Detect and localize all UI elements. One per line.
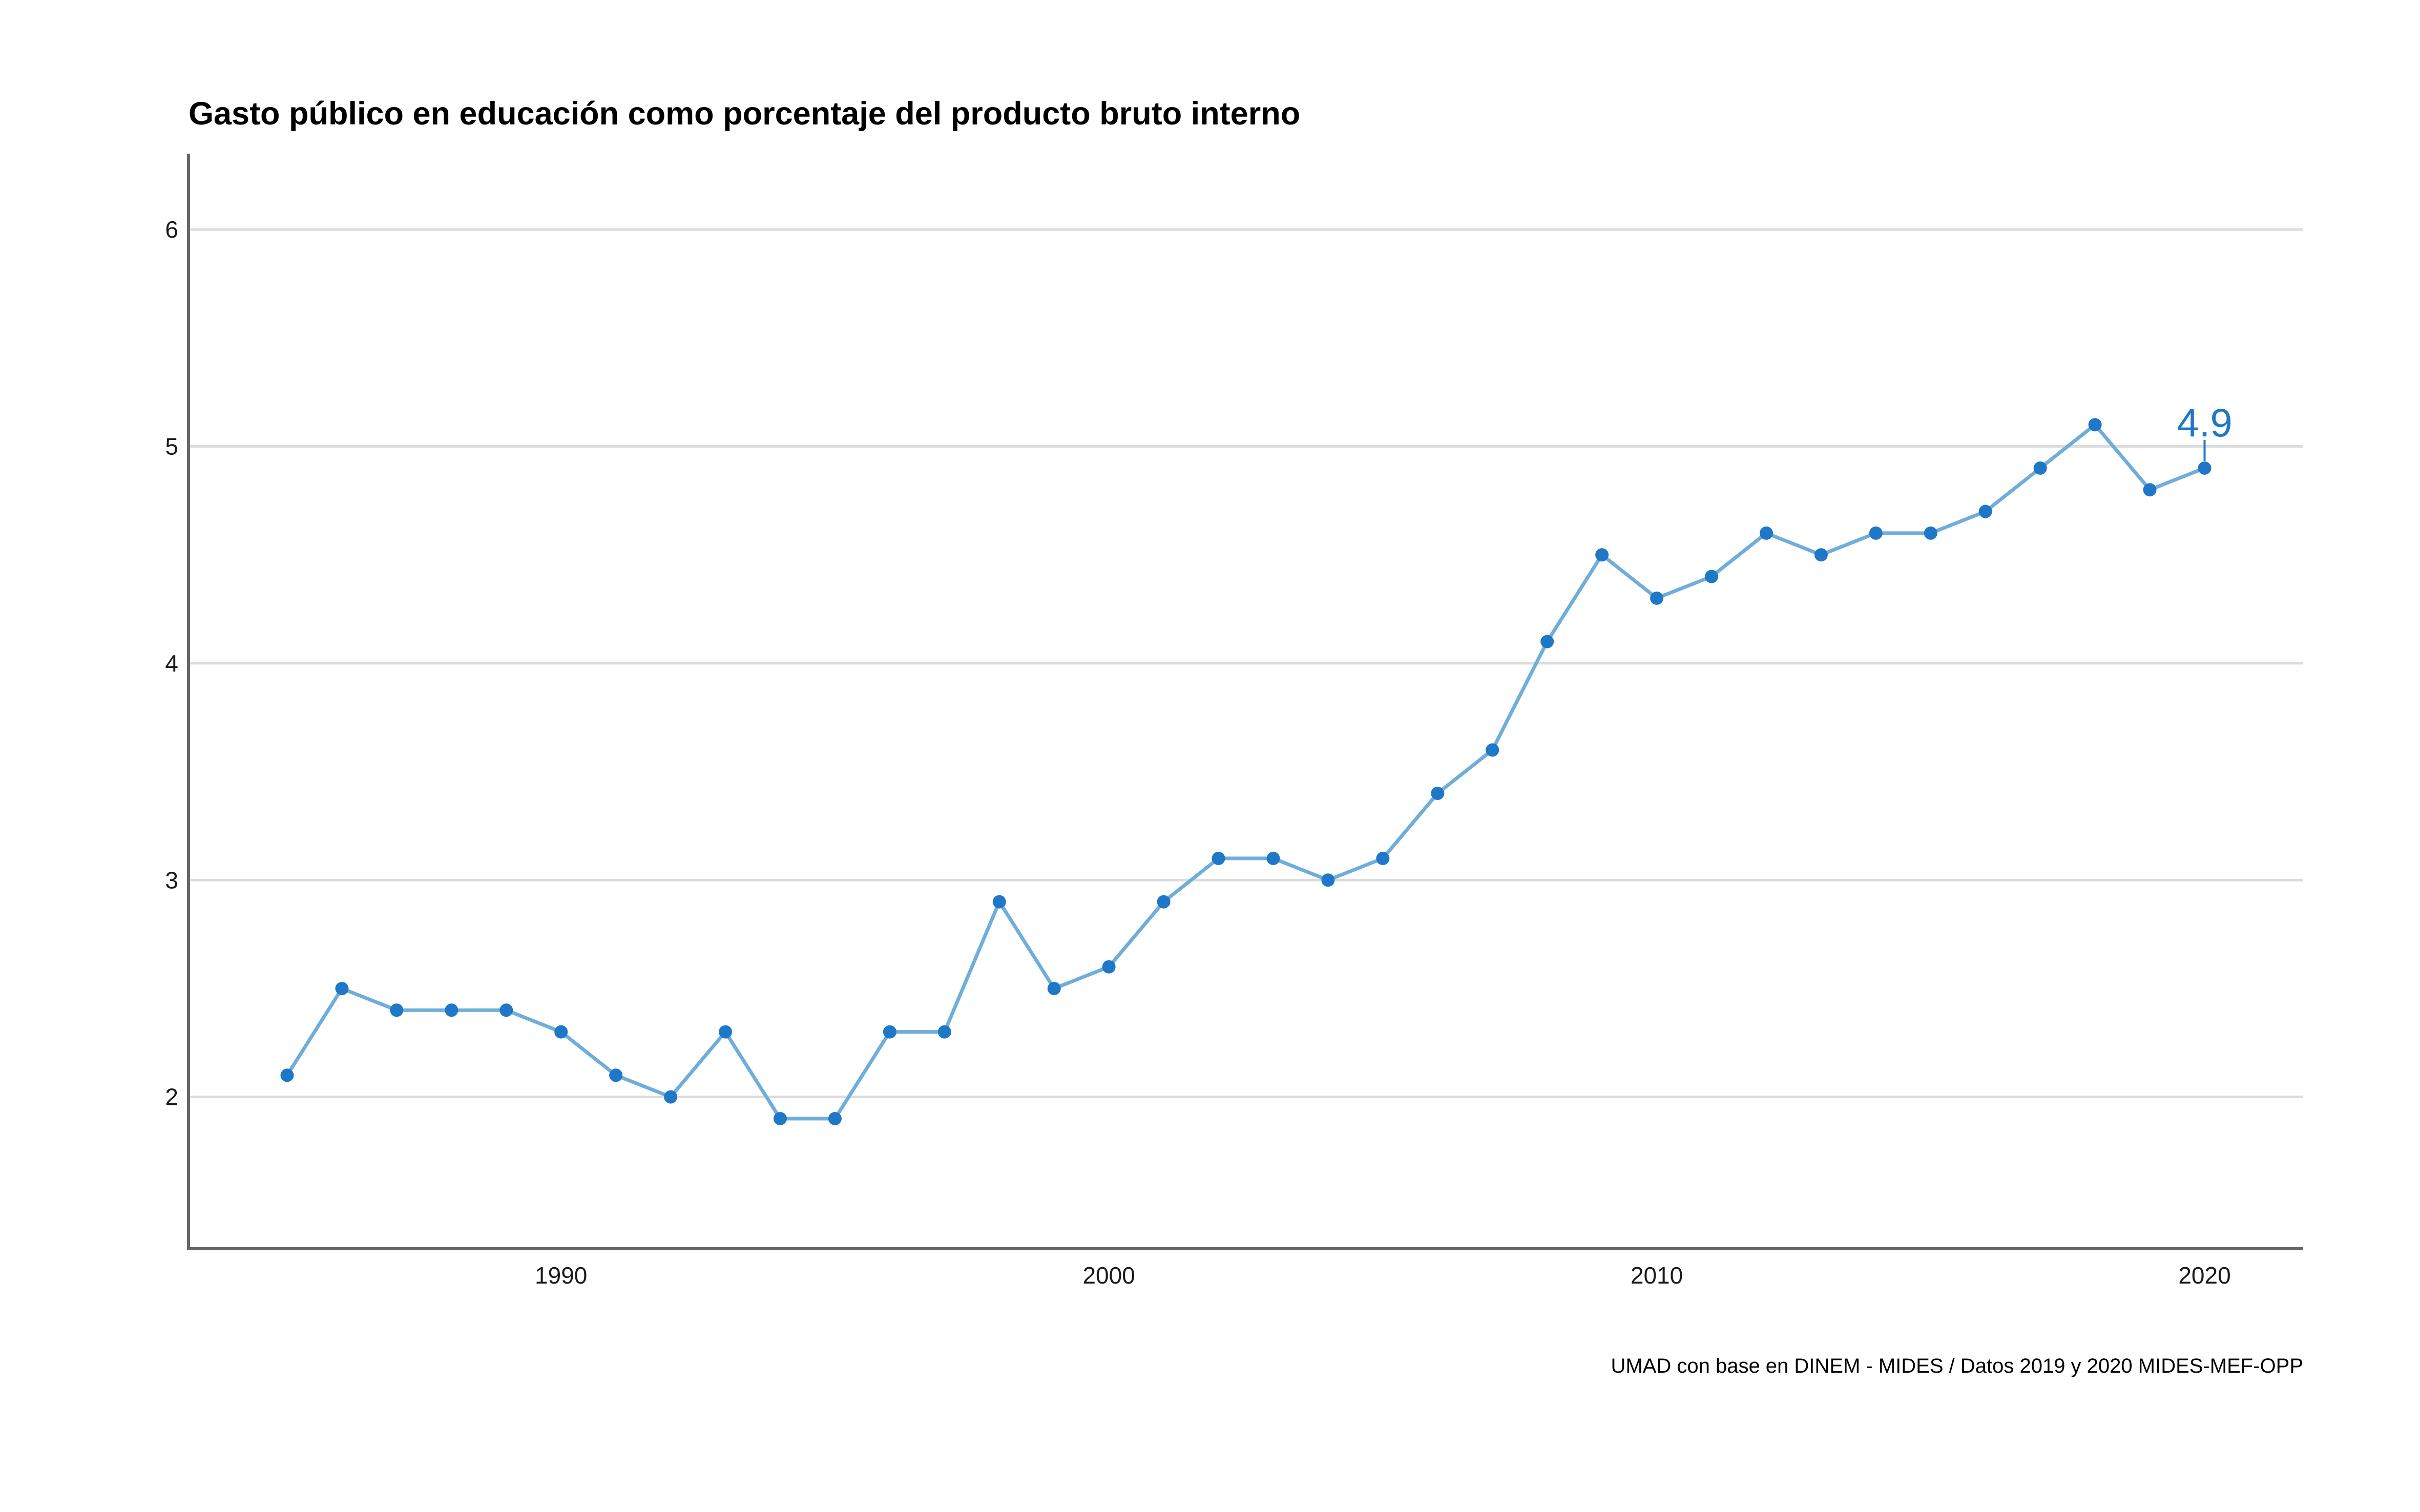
data-point [1486, 743, 1499, 757]
chart-title: Gasto público en educación como porcenta… [189, 96, 1300, 132]
data-point [280, 1068, 294, 1082]
data-point [1431, 786, 1445, 800]
x-tick-label: 2020 [2178, 1262, 2230, 1289]
x-tick-label: 2010 [1631, 1262, 1683, 1289]
series-line [285, 423, 2206, 1121]
data-point [1650, 591, 1664, 605]
chart-caption: UMAD con base en DINEM - MIDES / Datos 2… [1611, 1355, 2303, 1377]
data-point [1705, 570, 1719, 583]
data-point [1869, 526, 1883, 540]
data-point [719, 1025, 733, 1039]
data-point [1595, 548, 1609, 562]
data-point [883, 1025, 896, 1039]
annotation-layer: 4.9 [2177, 400, 2233, 461]
data-point [1924, 526, 1937, 540]
y-tick-label: 4 [165, 650, 178, 677]
series-layer [280, 418, 2212, 1125]
data-point [335, 981, 349, 995]
data-point [1047, 981, 1061, 995]
data-point [937, 1025, 951, 1039]
y-tick-label: 2 [165, 1084, 178, 1110]
data-point [992, 895, 1006, 909]
x-tick-label: 1990 [535, 1262, 587, 1289]
data-point [2198, 461, 2212, 475]
data-point [664, 1090, 678, 1104]
data-point [609, 1068, 623, 1082]
data-point [499, 1003, 513, 1017]
y-tick-label: 3 [165, 867, 178, 893]
axes: 2 3 4 5 6 1990 2000 2010 2020 [165, 154, 2303, 1289]
data-point [828, 1111, 842, 1125]
data-point [2143, 483, 2157, 497]
gridlines [189, 228, 2303, 1099]
data-point [390, 1003, 404, 1017]
data-point [1321, 873, 1335, 887]
data-point [2088, 418, 2102, 432]
x-tick-label: 2000 [1082, 1262, 1135, 1289]
data-point [1978, 505, 1992, 518]
data-point [554, 1025, 568, 1039]
data-point [1540, 635, 1554, 648]
data-point [1759, 526, 1773, 540]
annotation-label: 4.9 [2177, 400, 2232, 445]
data-point [1376, 851, 1390, 865]
y-tick-label: 5 [165, 433, 178, 460]
data-point [1102, 960, 1116, 974]
data-point [1266, 851, 1280, 865]
data-point [1814, 548, 1828, 562]
data-point [445, 1003, 458, 1017]
data-point [1212, 851, 1225, 865]
data-point [773, 1111, 787, 1125]
data-point [2033, 461, 2047, 475]
y-tick-label: 6 [165, 216, 178, 243]
data-point [1157, 895, 1171, 909]
